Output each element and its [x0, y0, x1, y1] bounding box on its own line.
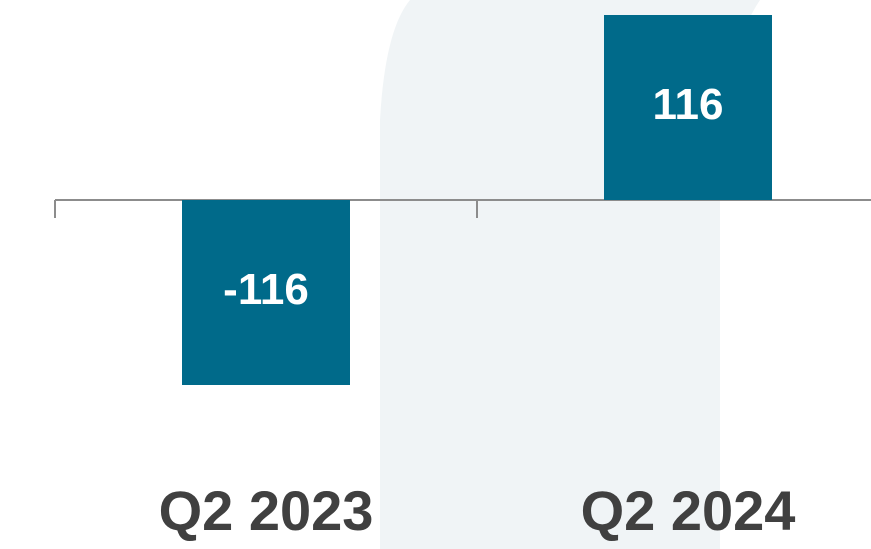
data-label: 116	[653, 80, 724, 129]
bar	[604, 15, 772, 200]
bar	[182, 200, 350, 385]
x-tick-label: Q2 2024	[581, 479, 796, 542]
x-tick-label: Q2 2023	[159, 479, 374, 542]
data-label: -116	[223, 265, 309, 314]
